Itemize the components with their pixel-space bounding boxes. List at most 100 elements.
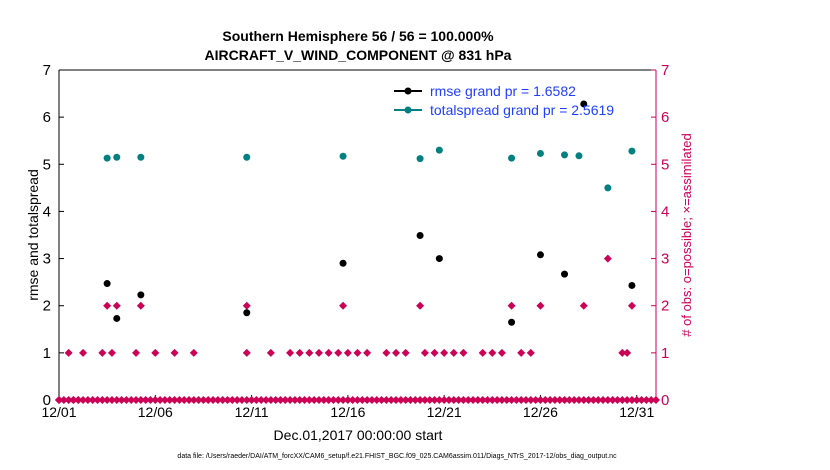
obs-point-zero [502,396,511,404]
obs-point-zero [387,396,396,404]
obs-point-zero [444,396,453,404]
obs-point [103,301,112,310]
y-tick-right-label: 4 [661,203,669,220]
x-tick-label: 12/31 [619,404,654,420]
obs-point-zero [237,396,246,404]
obs-point-zero [507,396,516,404]
obs-point-zero [618,396,627,404]
obs-point [305,348,314,357]
obs-point-zero [579,396,588,404]
obs-point [353,348,362,357]
obs-point-zero [483,396,492,404]
obs-point-zero [464,396,473,404]
obs-point-zero [594,396,603,404]
obs-point-zero [160,396,169,404]
rmse-point [339,259,347,267]
obs-point-zero [141,396,150,404]
totalspread-point [339,152,347,160]
obs-point-zero [627,396,636,404]
obs-point-zero [329,396,338,404]
obs-point-zero [541,396,550,404]
obs-point-zero [300,396,309,404]
obs-point-zero [570,396,579,404]
obs-point-zero [406,396,415,404]
obs-point [98,348,107,357]
obs-point-zero [247,396,256,404]
x-tick-label: 12/06 [138,404,173,420]
obs-point-zero [512,396,521,404]
obs-point-zero [290,396,299,404]
obs-point [449,348,458,357]
obs-point-zero [170,396,179,404]
chart-subtitle: AIRCRAFT_V_WIND_COMPONENT @ 831 hPa [205,47,512,63]
chart-title: Southern Hemisphere 56 / 56 = 100.000% [222,28,494,44]
obs-point [430,348,439,357]
obs-point-zero [117,396,126,404]
obs-point-zero [334,396,343,404]
obs-point-zero [382,396,391,404]
legend-spread-label: totalspread grand pr = 2.5619 [430,102,614,118]
obs-point-zero [401,396,410,404]
obs-point-zero [637,396,646,404]
obs-point-zero [276,396,285,404]
rmse-point [628,281,636,289]
y-tick-left-label: 7 [43,62,51,79]
y-tick-left-label: 0 [43,392,51,409]
x-tick-label: 12/16 [330,404,365,420]
obs-point-zero [425,396,434,404]
rmse-point [536,251,544,259]
y-tick-right-label: 1 [661,345,669,362]
totalspread-point [628,147,636,155]
obs-point-zero [93,396,102,404]
obs-point [189,348,198,357]
y-tick-right-label: 3 [661,251,669,268]
obs-point-zero [459,396,468,404]
obs-point-zero [88,396,97,404]
obs-point-zero [623,396,632,404]
obs-point-zero [469,396,478,404]
totalspread-point [604,184,612,192]
obs-point-zero [64,396,73,404]
x-tick-label: 12/26 [523,404,558,420]
obs-point-zero [522,396,531,404]
totalspread-point [536,149,544,157]
totalspread-point [561,151,569,159]
obs-point-zero [632,396,641,404]
y-axis-label: rmse and totalspread [25,169,41,301]
obs-point-zero [266,396,275,404]
legend-rmse-marker [404,87,412,95]
obs-point [536,301,545,310]
obs-point [112,301,121,310]
totalspread-point [137,153,145,161]
obs-point [497,348,506,357]
obs-point-zero [271,396,280,404]
obs-point [382,348,391,357]
obs-point-zero [493,396,502,404]
obs-point-zero [286,396,295,404]
obs-point-zero [599,396,608,404]
y-tick-right-label: 6 [661,109,669,126]
obs-point-zero [79,396,88,404]
obs-point-zero [550,396,559,404]
rmse-point [416,231,424,239]
obs-point [314,348,323,357]
obs-point-zero [574,396,583,404]
obs-point-zero [209,396,218,404]
obs-series [55,254,660,404]
obs-point-zero [156,396,165,404]
obs-point-zero [262,396,271,404]
rmse-point [508,318,516,326]
obs-point-zero [473,396,482,404]
x-tick-label: 12/01 [41,404,76,420]
obs-point-zero [353,396,362,404]
obs-point-zero [435,396,444,404]
y-tick-right-label: 2 [661,298,669,315]
obs-point [170,348,179,357]
y-tick-right-label: 5 [661,156,669,173]
obs-point-zero [372,396,381,404]
obs-point-zero [233,396,242,404]
obs-point-zero [252,396,261,404]
obs-point [242,348,251,357]
obs-point-zero [497,396,506,404]
obs-point-zero [411,396,420,404]
